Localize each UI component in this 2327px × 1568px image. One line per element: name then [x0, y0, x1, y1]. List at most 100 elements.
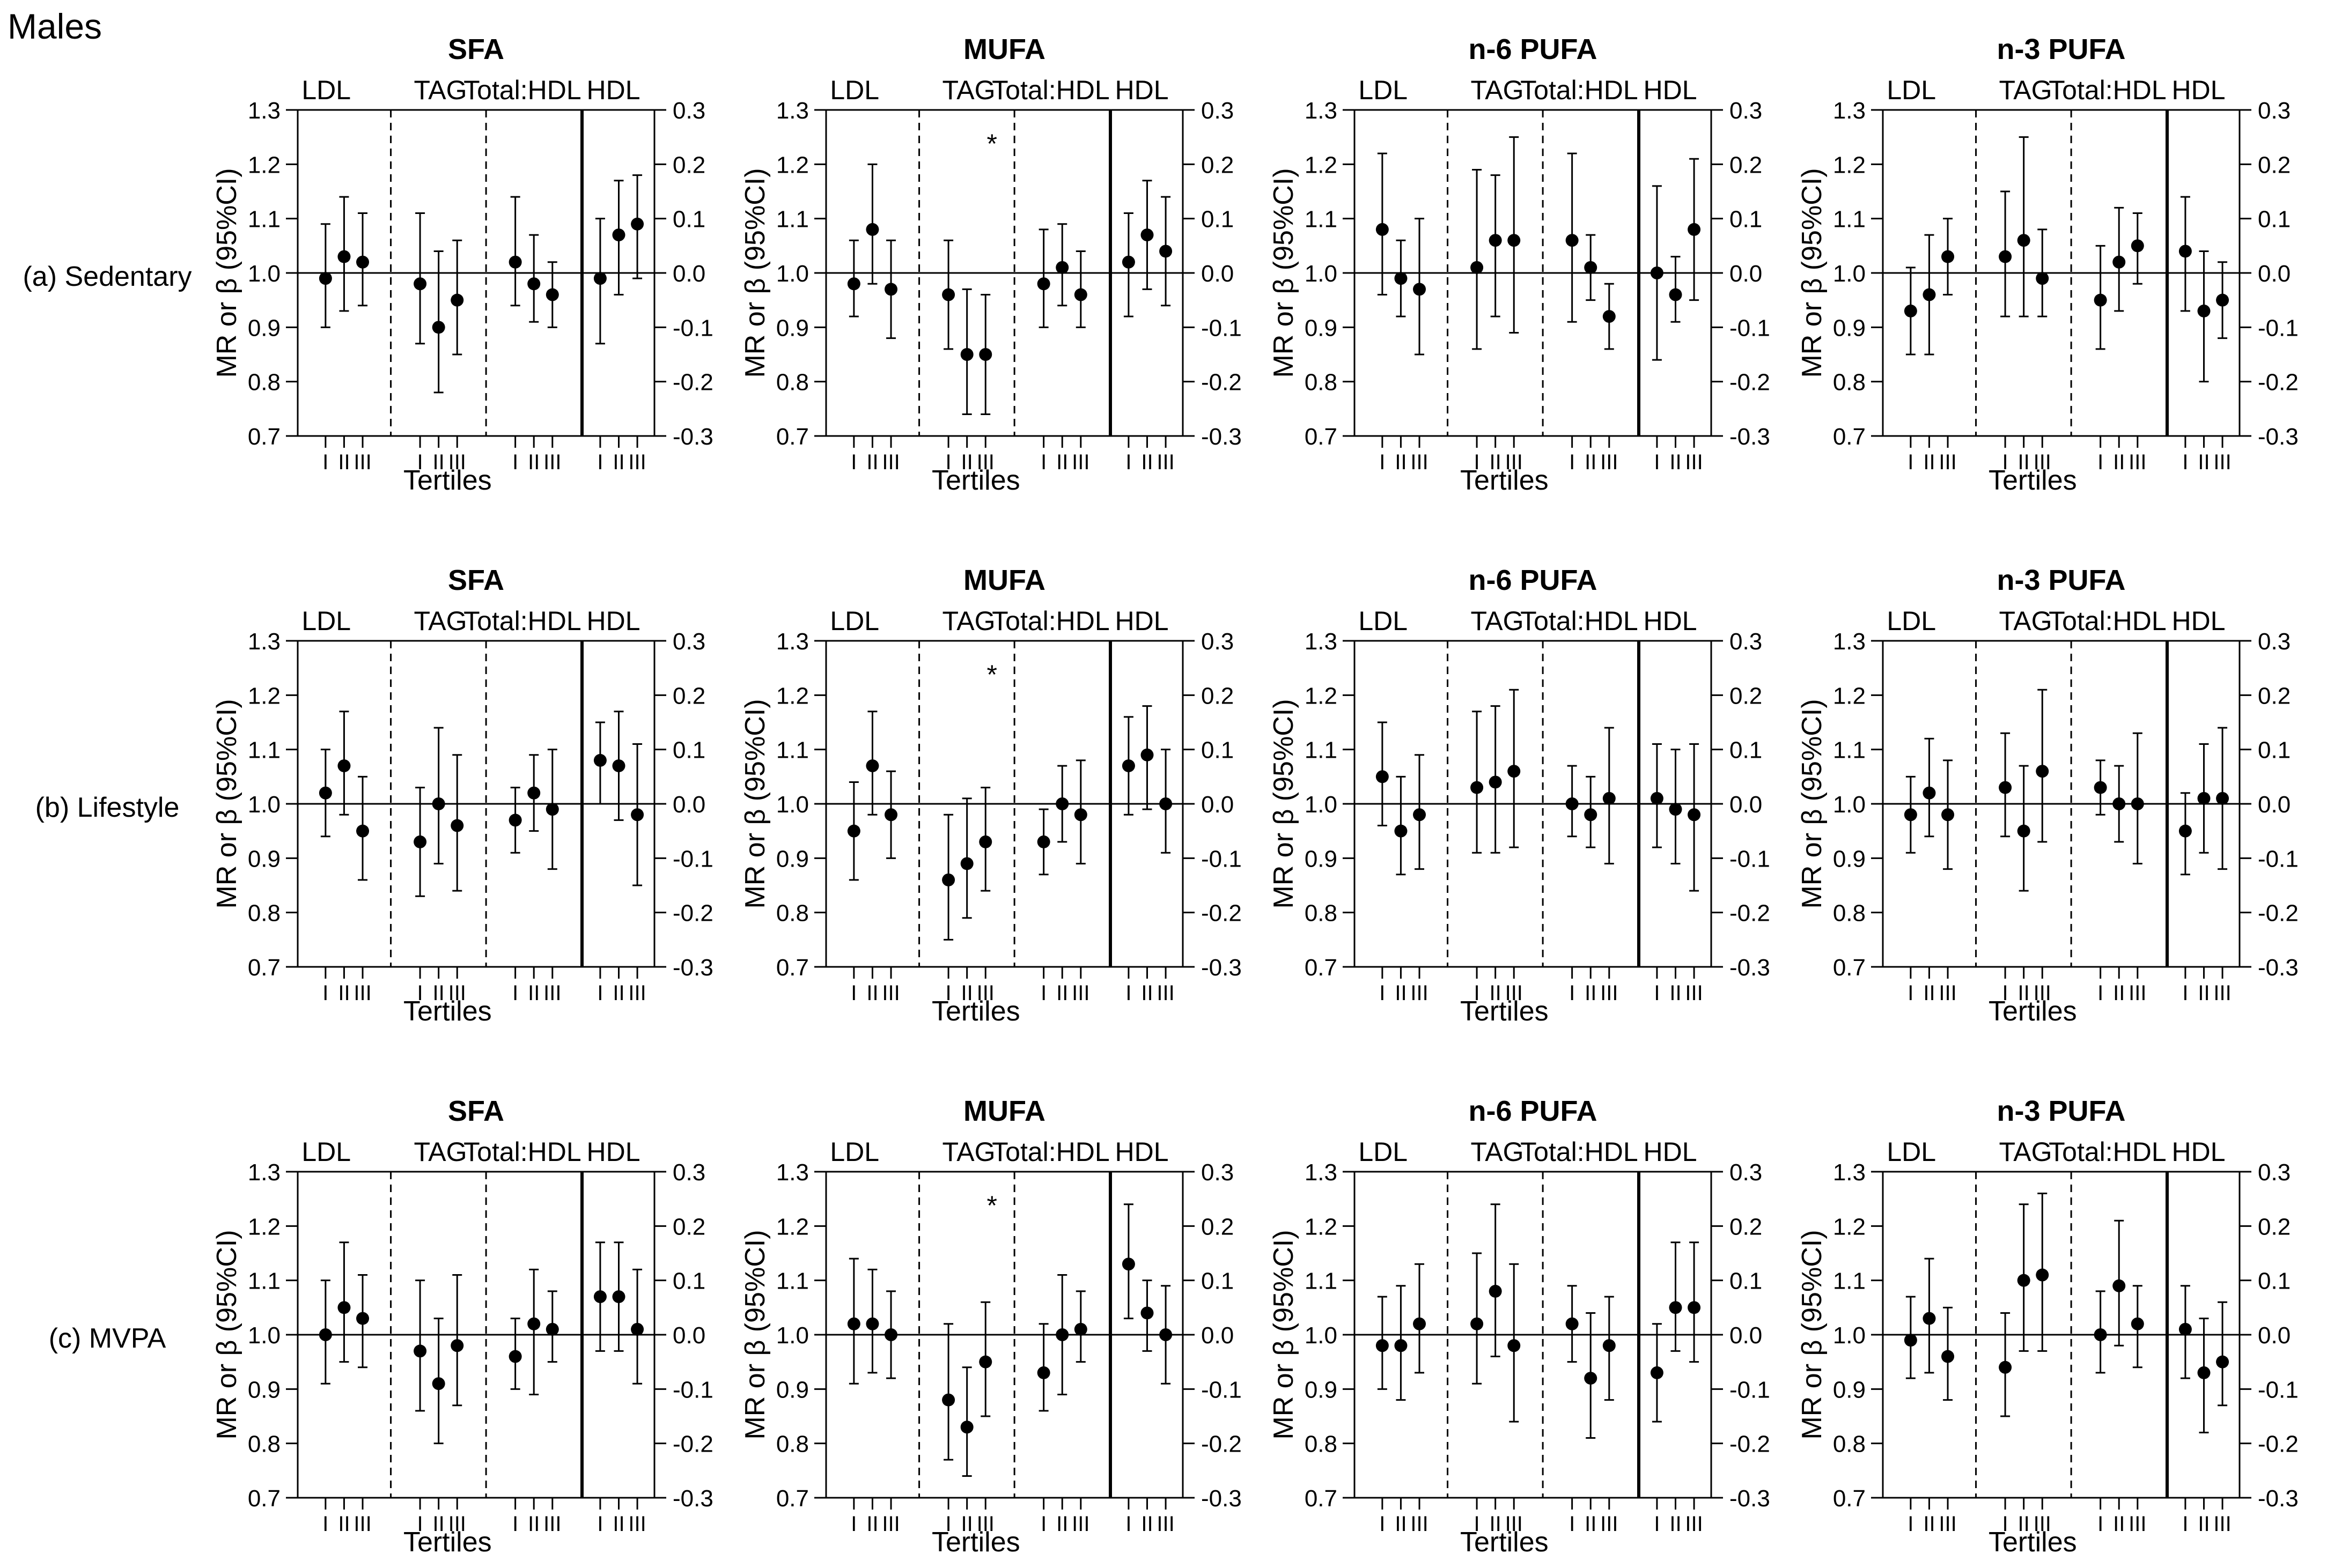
- right-tick-label: -0.1: [1201, 846, 1242, 872]
- group-label: HDL: [587, 75, 640, 105]
- x-tick-label: I: [946, 1512, 952, 1536]
- data-point: [546, 803, 559, 816]
- data-point: [960, 348, 974, 361]
- x-tick-label: III: [882, 450, 900, 474]
- x-tick-label: III: [1072, 981, 1089, 1005]
- group-label: TAG: [942, 75, 995, 105]
- data-point: [1923, 288, 1936, 301]
- data-point: [1584, 808, 1597, 822]
- x-tick-label: II: [1669, 450, 1681, 474]
- left-tick-label: 0.9: [1833, 1377, 1866, 1403]
- right-tick-label: -0.3: [673, 1485, 713, 1512]
- x-tick-label: III: [1939, 450, 1956, 474]
- data-point: [1375, 770, 1389, 783]
- x-tick-label: I: [2182, 981, 2188, 1005]
- x-tick-label: II: [1490, 450, 1501, 474]
- data-point: [1074, 288, 1087, 301]
- data-point: [631, 1322, 644, 1336]
- data-point: [2112, 797, 2126, 810]
- data-point: [847, 824, 860, 838]
- left-tick-label: 0.9: [776, 315, 809, 341]
- left-tick-label: 1.2: [1833, 683, 1866, 709]
- panel-title: MUFA: [963, 1095, 1045, 1127]
- x-tick-label: I: [1474, 981, 1480, 1005]
- left-tick-label: 1.1: [1833, 1268, 1866, 1295]
- x-tick-label: II: [1585, 450, 1596, 474]
- right-tick-label: -0.2: [1201, 1431, 1242, 1458]
- data-point: [1650, 792, 1663, 805]
- y-axis-label: MR or β (95%CI): [1796, 1230, 1828, 1439]
- left-tick-label: 1.3: [1833, 1159, 1866, 1186]
- data-point: [527, 786, 541, 800]
- x-tick-label: I: [851, 981, 857, 1005]
- x-axis-label: Tertiles: [1989, 465, 2077, 496]
- data-point: [1140, 1306, 1154, 1320]
- x-tick-label: II: [433, 981, 445, 1005]
- right-tick-label: 0.2: [1201, 1214, 1234, 1240]
- right-tick-label: 0.2: [2258, 1214, 2291, 1240]
- group-label: TAG: [414, 606, 467, 636]
- group-label: LDL: [830, 1137, 879, 1167]
- data-point: [2017, 824, 2030, 838]
- data-point: [319, 1328, 332, 1341]
- data-point: [1602, 1339, 1616, 1352]
- data-point: [1470, 261, 1484, 274]
- right-tick-label: 0.0: [1729, 261, 1762, 287]
- left-tick-label: 0.7: [776, 1485, 809, 1512]
- right-tick-label: -0.1: [1729, 846, 1770, 872]
- data-point: [337, 759, 351, 773]
- x-tick-label: III: [1157, 1512, 1174, 1536]
- data-point: [2216, 293, 2229, 307]
- data-point: [2036, 765, 2049, 778]
- data-point: [2036, 272, 2049, 285]
- x-tick-label: III: [1410, 1512, 1428, 1536]
- data-point: [1413, 283, 1426, 296]
- data-point: [1037, 1366, 1050, 1379]
- right-tick-label: 0.3: [1729, 1159, 1762, 1186]
- right-tick-label: 0.0: [2258, 792, 2291, 818]
- data-point: [1122, 1258, 1135, 1271]
- x-tick-label: II: [2198, 1512, 2210, 1536]
- x-tick-label: I: [2182, 450, 2188, 474]
- x-tick-label: II: [1585, 1512, 1596, 1536]
- y-axis-label: MR or β (95%CI): [211, 168, 242, 378]
- data-point: [1375, 223, 1389, 236]
- x-tick-label: III: [882, 1512, 900, 1536]
- left-tick-label: 1.0: [776, 1322, 809, 1349]
- data-point: [1941, 1350, 1955, 1363]
- data-point: [1056, 797, 1069, 810]
- panel-title: SFA: [448, 564, 504, 596]
- right-tick-label: 0.2: [1729, 152, 1762, 178]
- data-point: [960, 1421, 974, 1434]
- left-tick-label: 0.9: [1305, 1377, 1337, 1403]
- right-tick-label: -0.2: [1201, 369, 1242, 396]
- data-point: [1394, 824, 1408, 838]
- data-point: [593, 1290, 607, 1304]
- right-tick-label: 0.0: [673, 1322, 705, 1349]
- x-tick-label: II: [1923, 981, 1935, 1005]
- x-tick-label: II: [2113, 1512, 2125, 1536]
- left-tick-label: 1.3: [248, 628, 281, 655]
- right-tick-label: 0.3: [673, 98, 705, 124]
- x-tick-label: I: [2002, 450, 2008, 474]
- x-tick-label: II: [1585, 981, 1596, 1005]
- x-tick-label: I: [1654, 1512, 1660, 1536]
- significance-marker: *: [986, 1190, 997, 1221]
- data-point: [509, 255, 522, 269]
- left-tick-label: 0.8: [248, 369, 281, 396]
- panel-title: n-3 PUFA: [1997, 33, 2125, 65]
- left-tick-label: 1.0: [1833, 1322, 1866, 1349]
- left-tick-label: 1.0: [1833, 261, 1866, 287]
- left-tick-label: 1.2: [776, 1214, 809, 1240]
- data-point: [2178, 245, 2192, 258]
- x-tick-label: II: [1490, 1512, 1501, 1536]
- right-tick-label: -0.3: [1201, 424, 1242, 450]
- x-tick-label: I: [417, 450, 423, 474]
- data-point: [1669, 1301, 1682, 1314]
- data-point: [414, 1344, 427, 1358]
- data-point: [1507, 765, 1521, 778]
- group-label: TAG: [1999, 606, 2052, 636]
